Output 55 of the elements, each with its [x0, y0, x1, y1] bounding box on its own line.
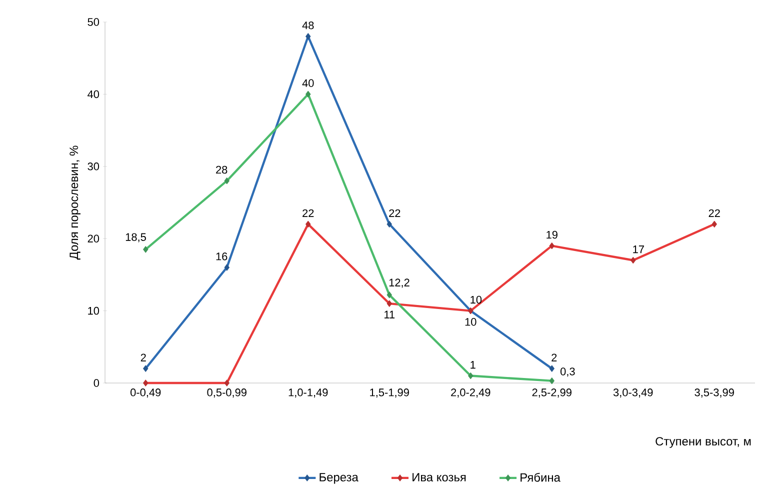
point — [630, 256, 636, 264]
data-label: 48 — [302, 21, 314, 30]
data-label: 1 — [470, 361, 476, 369]
y-axis-title: Доля порослевин, % — [70, 146, 80, 260]
point — [224, 264, 230, 271]
data-label: 2 — [140, 354, 146, 362]
point — [386, 291, 392, 298]
data-label: 11 — [384, 310, 395, 318]
x-tick-label: 2,0-2,49 — [451, 388, 490, 398]
point — [224, 380, 230, 386]
point — [305, 33, 311, 40]
x-axis-title: Ступени высот, м — [656, 437, 751, 448]
y-tick-label: 20 — [88, 234, 100, 242]
point — [549, 242, 555, 250]
point — [142, 246, 148, 253]
x-tick-label: 2,5-2,99 — [532, 388, 572, 398]
x-tick-label: 1,5-1,99 — [370, 388, 409, 398]
data-label: 16 — [216, 252, 228, 260]
data-label: 18,5 — [126, 233, 146, 242]
y-tick-label: 0 — [94, 379, 100, 387]
data-label: 28 — [216, 166, 228, 174]
y-tick-label: 40 — [88, 90, 100, 98]
data-label: 2 — [552, 354, 557, 362]
y-tick-label: 10 — [88, 306, 100, 315]
data-label: 40 — [302, 79, 314, 88]
y-tick-label: 30 — [88, 162, 100, 170]
x-tick-label: 0,5-0,99 — [207, 388, 246, 398]
point — [224, 177, 230, 184]
point — [386, 300, 392, 308]
x-tick-label: 3,5-3,99 — [694, 388, 734, 398]
data-label: 19 — [546, 230, 558, 239]
point — [142, 365, 148, 372]
data-label: 22 — [708, 209, 720, 217]
legend-label: Рябина — [520, 472, 560, 482]
point — [386, 220, 392, 228]
data-label: 0,3 — [560, 368, 575, 377]
y-tick-label: 50 — [88, 18, 100, 26]
point — [549, 377, 555, 384]
point — [142, 380, 148, 386]
data-label: 17 — [633, 246, 644, 254]
data-label: 22 — [389, 209, 400, 217]
legend-label: Ива козья — [412, 473, 466, 482]
x-tick-label: 0-0,49 — [130, 388, 161, 398]
point — [305, 220, 311, 228]
point — [712, 220, 718, 228]
data-label: 10 — [470, 296, 482, 304]
x-tick-label: 1,0-1,49 — [288, 388, 328, 398]
point — [549, 365, 555, 372]
x-tick-label: 3,0-3,49 — [613, 388, 653, 398]
point — [468, 372, 474, 380]
legend-label: Береза — [320, 473, 358, 484]
data-label: 22 — [302, 209, 314, 217]
data-label: 10 — [465, 318, 476, 326]
point — [305, 90, 311, 98]
data-label: 12,2 — [389, 278, 410, 288]
